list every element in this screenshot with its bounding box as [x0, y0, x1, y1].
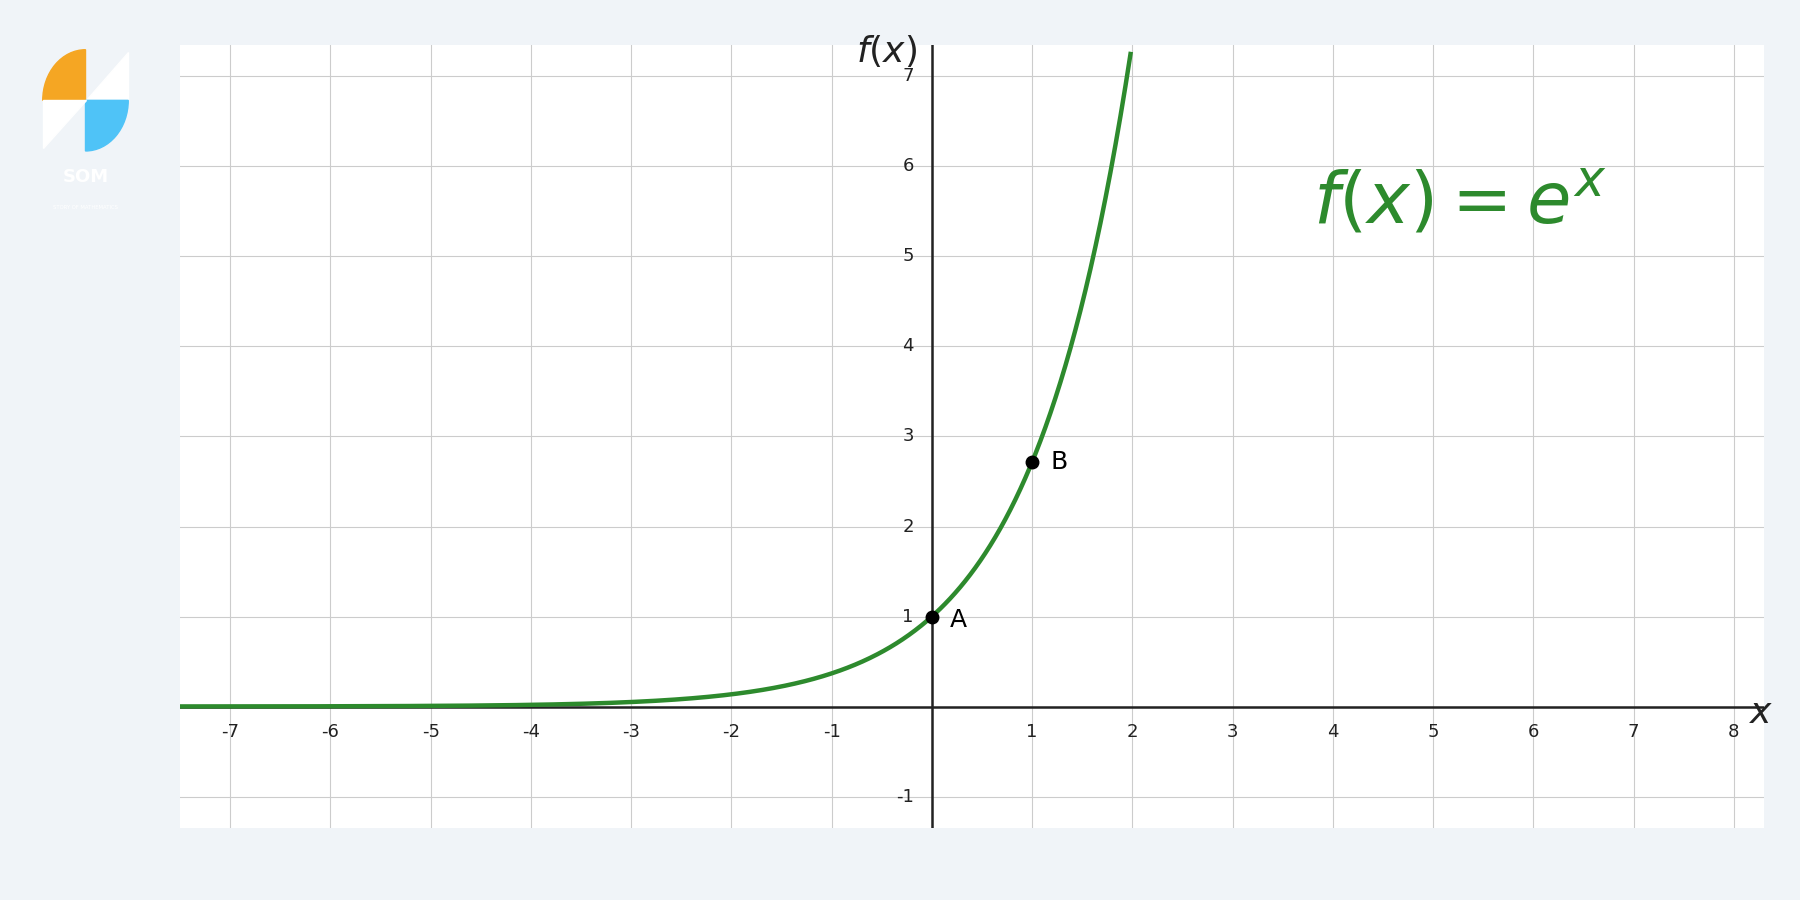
- Text: 4: 4: [1327, 723, 1339, 741]
- Text: 5: 5: [1427, 723, 1438, 741]
- Text: 5: 5: [902, 248, 914, 266]
- Text: A: A: [950, 608, 967, 632]
- Polygon shape: [43, 101, 86, 148]
- Polygon shape: [86, 52, 128, 101]
- Text: 3: 3: [902, 428, 914, 446]
- Text: $x$: $x$: [1750, 696, 1773, 730]
- Text: 3: 3: [1228, 723, 1238, 741]
- Text: -1: -1: [896, 788, 914, 806]
- Text: -3: -3: [623, 723, 641, 741]
- Text: 2: 2: [1127, 723, 1138, 741]
- Text: SOM: SOM: [63, 168, 108, 186]
- Text: $f(x)$: $f(x)$: [857, 33, 918, 69]
- Text: -7: -7: [221, 723, 239, 741]
- Text: -6: -6: [322, 723, 340, 741]
- Text: 1: 1: [902, 608, 914, 625]
- Text: 7: 7: [902, 68, 914, 86]
- Wedge shape: [43, 50, 86, 101]
- Text: 7: 7: [1627, 723, 1640, 741]
- Text: 6: 6: [902, 158, 914, 176]
- Wedge shape: [85, 101, 128, 151]
- Text: B: B: [1049, 450, 1067, 474]
- Text: STORY OF MATHEMATICS: STORY OF MATHEMATICS: [52, 205, 119, 211]
- Text: -5: -5: [421, 723, 439, 741]
- Text: -2: -2: [722, 723, 740, 741]
- Text: 6: 6: [1528, 723, 1539, 741]
- Text: -4: -4: [522, 723, 540, 741]
- Text: 4: 4: [902, 338, 914, 356]
- Text: -1: -1: [823, 723, 841, 741]
- Text: 2: 2: [902, 518, 914, 536]
- Text: 8: 8: [1728, 723, 1739, 741]
- Text: 1: 1: [1026, 723, 1039, 741]
- Text: $f(x) = e^x$: $f(x) = e^x$: [1312, 167, 1606, 238]
